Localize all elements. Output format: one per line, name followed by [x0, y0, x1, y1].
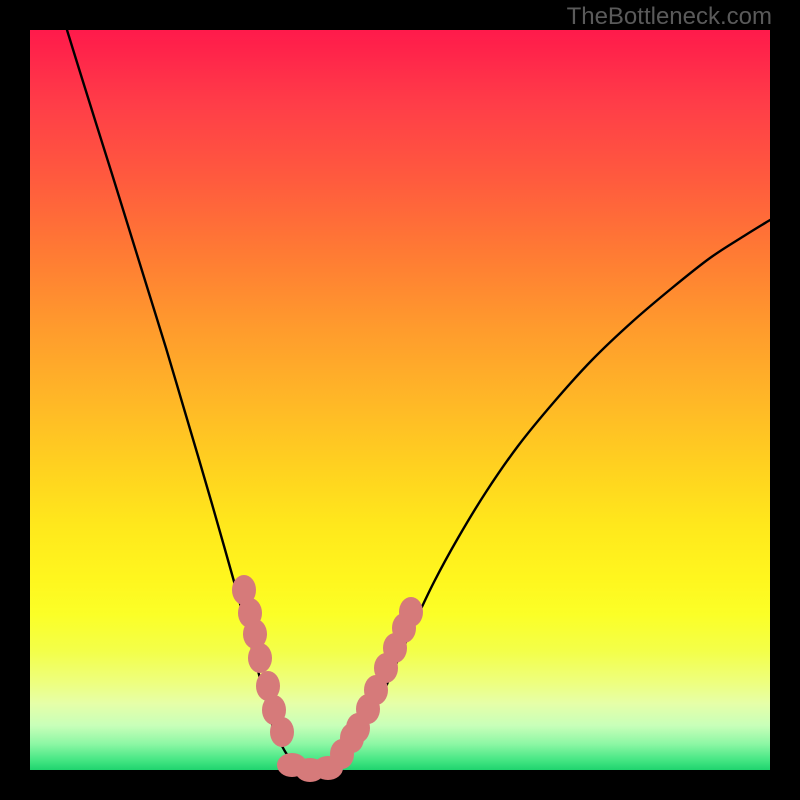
v-curve-line — [67, 30, 770, 770]
right-branch-markers — [330, 597, 423, 769]
bottleneck-curve — [30, 30, 770, 770]
plot-area — [30, 30, 770, 770]
chart-frame: TheBottleneck.com — [0, 0, 800, 800]
curve-marker — [248, 643, 272, 673]
curve-marker — [270, 717, 294, 747]
curve-marker — [399, 597, 423, 627]
watermark-text: TheBottleneck.com — [567, 3, 772, 31]
left-branch-markers — [232, 575, 294, 747]
